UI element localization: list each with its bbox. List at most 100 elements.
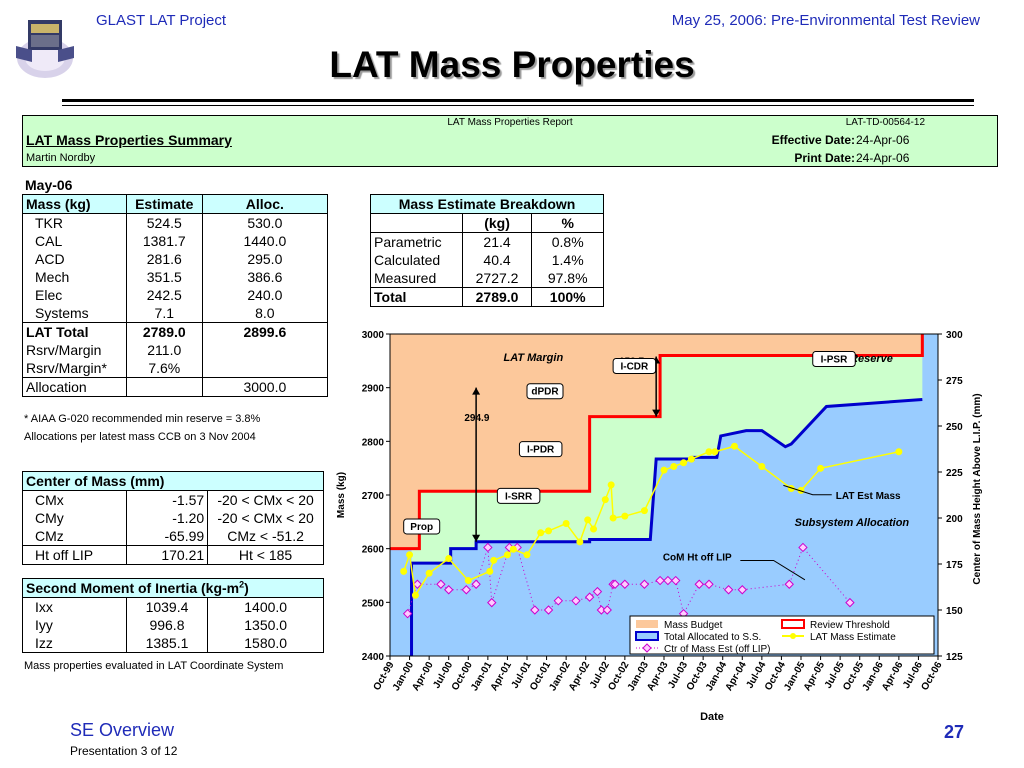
table-row: Allocation 3000.0 xyxy=(22,377,329,397)
coordinate-note: Mass properties evaluated in LAT Coordin… xyxy=(24,660,284,672)
estimate-point xyxy=(509,545,517,553)
print-date-label: Print Date: xyxy=(794,151,855,165)
table-cell xyxy=(202,341,329,359)
table-cell xyxy=(202,359,329,378)
y-tick-label: 2700 xyxy=(362,491,385,502)
com-point xyxy=(487,597,497,608)
table-cell: -1.57 xyxy=(126,490,209,509)
table-cell: Measured xyxy=(370,269,463,288)
table-cell: 1039.4 xyxy=(126,597,209,616)
table-row: Rsrv/Margin* 7.6% xyxy=(22,359,329,378)
report-summary-title: LAT Mass Properties Summary xyxy=(26,132,232,148)
table-cell: CAL xyxy=(22,232,127,250)
y2-tick-label: 275 xyxy=(946,376,963,387)
estimate-point xyxy=(758,462,766,470)
total-alloc: 2899.6 xyxy=(202,322,329,341)
series-lat-mass-estimate xyxy=(402,445,900,598)
table-row: LAT Total 2789.0 2899.6 xyxy=(22,322,329,341)
com-point xyxy=(620,579,630,589)
estimate-point xyxy=(660,466,668,474)
annotation-leader xyxy=(740,559,806,581)
com-point xyxy=(639,579,650,589)
y2-tick-label: 250 xyxy=(946,422,963,433)
table-cell: 21.4 xyxy=(462,232,533,251)
allocation-label: Allocation xyxy=(22,377,127,397)
breakdown-header-kg: (kg) xyxy=(462,213,533,233)
legend-label: Total Allocated to S.S. xyxy=(664,632,761,643)
breakdown-table: Mass Estimate Breakdown (kg) % Parametri… xyxy=(370,194,604,307)
footer-section: SE Overview xyxy=(70,720,175,740)
table-cell: 170.21 xyxy=(126,545,209,565)
estimate-point xyxy=(640,507,648,515)
table-row: Calculated 40.4 1.4% xyxy=(370,251,604,269)
table-row: Ixx 1039.4 1400.0 xyxy=(22,597,324,616)
glast-logo xyxy=(16,20,74,78)
legend-label: Ctr of Mass Est (off LIP) xyxy=(664,644,771,655)
print-date-value: 24-Apr-06 xyxy=(856,151,910,165)
arrowhead xyxy=(472,387,481,395)
table-cell: Elec xyxy=(22,286,127,304)
com-point xyxy=(784,579,794,589)
reserve-note: * AIAA G-020 recommended min reserve = 3… xyxy=(24,413,261,425)
estimate-point xyxy=(576,538,584,546)
estimate-point xyxy=(537,529,545,537)
com-point xyxy=(663,575,673,586)
table-row: Iyy 996.8 1350.0 xyxy=(22,616,324,634)
table-cell: 8.0 xyxy=(202,304,329,323)
table-cell: Calculated xyxy=(370,251,463,269)
table-row: Systems 7.1 8.0 xyxy=(22,304,329,323)
table-cell xyxy=(126,377,203,397)
breakdown-total-kg: 2789.0 xyxy=(462,287,533,307)
com-title: Center of Mass (mm) xyxy=(22,471,324,491)
com-point xyxy=(412,579,423,589)
table-cell: 386.6 xyxy=(202,268,329,286)
table-cell: 1400.0 xyxy=(207,597,324,616)
estimate-point xyxy=(705,448,713,456)
title-rule xyxy=(62,99,974,102)
com-point xyxy=(704,579,714,589)
milestone-label: I-PDR xyxy=(527,445,555,456)
milestone-label: dPDR xyxy=(531,387,559,398)
allocation-note: Allocations per latest mass CCB on 3 Nov… xyxy=(24,431,256,443)
table-row: Elec 242.5 240.0 xyxy=(22,286,329,304)
table-cell: 7.1 xyxy=(126,304,203,323)
table-cell: 0.8% xyxy=(531,232,604,251)
com-point xyxy=(723,585,734,595)
table-row: TKR 524.5 530.0 xyxy=(22,213,329,232)
table-cell: Izz xyxy=(22,634,127,653)
table-row: Mech 351.5 386.6 xyxy=(22,268,329,286)
y2-axis-label: Center of Mass Height Above L.I.P. (mm) xyxy=(972,393,983,584)
table-cell: Ht off LIP xyxy=(22,545,127,565)
com-point xyxy=(402,608,413,619)
table-cell: 530.0 xyxy=(202,213,329,232)
com-point xyxy=(461,585,472,595)
table-cell: 524.5 xyxy=(126,213,203,232)
table-row: Ht off LIP 170.21 Ht < 185 xyxy=(22,545,324,565)
legend-label: Mass Budget xyxy=(664,620,723,631)
estimate-point xyxy=(797,486,805,494)
legend-label: LAT Mass Estimate xyxy=(810,632,896,643)
y-tick-label: 2800 xyxy=(362,437,385,448)
table-row: Center of Mass (mm) xyxy=(22,471,324,491)
y-tick-label: 2900 xyxy=(362,384,385,395)
com-point xyxy=(592,586,603,597)
y2-tick-label: 175 xyxy=(946,560,963,571)
table-row: ACD 281.6 295.0 xyxy=(22,250,329,268)
series-total-allocated xyxy=(410,397,923,656)
y-tick-label: 2400 xyxy=(362,652,385,663)
table-row: (kg) % xyxy=(370,213,604,233)
com-point xyxy=(543,605,554,615)
table-cell: ACD xyxy=(22,250,127,268)
com-point xyxy=(602,605,612,615)
annotation-subsystem-allocation: Subsystem Allocation xyxy=(795,517,910,529)
com-point xyxy=(671,575,681,586)
com-point xyxy=(571,596,581,606)
moi-title-text: Second Moment of Inertia (kg-m xyxy=(26,580,240,596)
breakdown-total-pct: 100% xyxy=(531,287,604,307)
report-author: Martin Nordby xyxy=(26,152,96,164)
com-point xyxy=(436,579,446,589)
table-row: Izz 1385.1 1580.0 xyxy=(22,634,324,653)
annotation-com-ht: CoM Ht off LIP xyxy=(663,552,732,563)
com-point xyxy=(483,542,493,553)
com-point xyxy=(655,575,665,586)
